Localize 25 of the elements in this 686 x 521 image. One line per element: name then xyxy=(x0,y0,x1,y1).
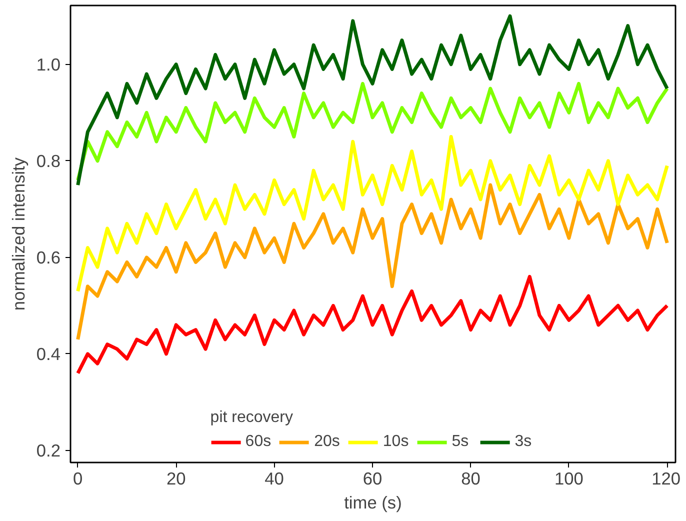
legend-label: 10s xyxy=(382,433,409,451)
line-series xyxy=(76,14,669,187)
line-series xyxy=(76,183,669,342)
x-tick-label: 80 xyxy=(461,468,480,488)
y-tick-label: 0.2 xyxy=(36,440,61,460)
legend-label: 60s xyxy=(245,433,272,451)
y-tick-label: 0.4 xyxy=(36,344,61,364)
x-tick-label: 0 xyxy=(73,468,83,488)
line-series xyxy=(76,135,669,293)
y-tick-label: 0.8 xyxy=(36,150,61,171)
x-tick-label: 40 xyxy=(264,468,284,488)
y-axis-title: normalized intensity xyxy=(8,157,28,311)
y-tick-label: 1.0 xyxy=(36,54,61,74)
x-tick-label: 60 xyxy=(362,468,382,488)
x-tick-label: 100 xyxy=(554,468,584,488)
legend-label: 5s xyxy=(452,433,470,451)
line-series xyxy=(76,274,669,375)
x-axis-title: time (s) xyxy=(344,492,402,512)
x-tick-label: 20 xyxy=(166,468,186,488)
line-series xyxy=(76,82,669,182)
legend-label: 20s xyxy=(314,433,340,451)
y-tick-label: 0.6 xyxy=(36,247,61,268)
x-tick-label: 120 xyxy=(652,468,681,488)
legend-title: pit recovery xyxy=(210,409,294,427)
legend-label: 3s xyxy=(514,433,533,451)
